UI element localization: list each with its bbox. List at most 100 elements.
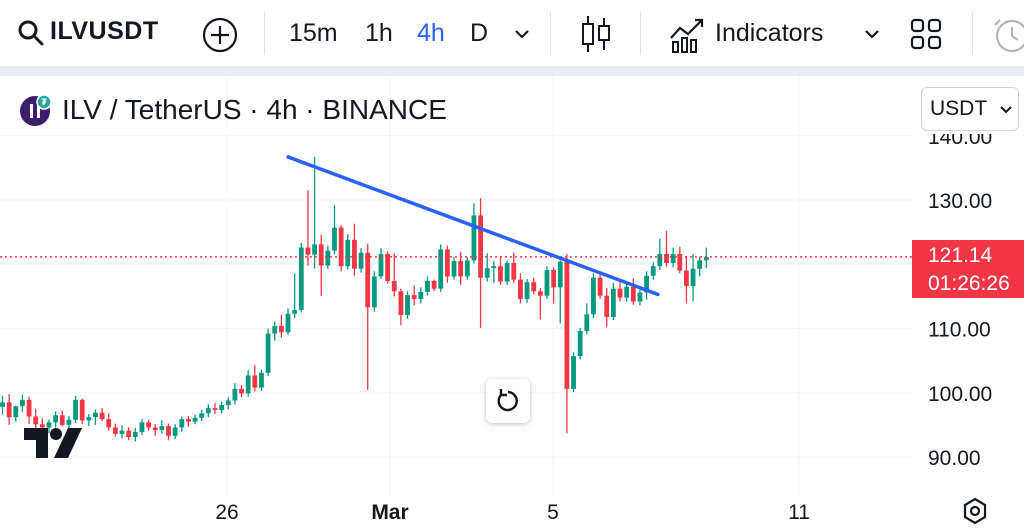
candle <box>378 248 384 280</box>
candle <box>431 279 437 292</box>
candle-body <box>285 313 291 333</box>
time-axis[interactable]: 26 Mar 5 11 <box>0 493 1024 524</box>
candle-body <box>192 417 198 422</box>
layout-button[interactable] <box>908 16 944 52</box>
candle-body <box>703 256 709 261</box>
candle <box>697 256 703 277</box>
candle <box>86 413 92 427</box>
candle <box>405 291 410 319</box>
candle <box>498 255 503 285</box>
chart-type-button[interactable] <box>578 12 614 56</box>
plus-circle-icon <box>202 17 238 53</box>
candle-body <box>670 253 676 263</box>
candle-body <box>66 419 72 425</box>
candle-body <box>298 247 304 310</box>
last-price-label: 121.14 01:26:26 <box>912 240 1024 298</box>
candle-body <box>524 282 530 299</box>
candle <box>66 415 72 430</box>
candle <box>186 415 191 427</box>
candle-body <box>398 291 404 316</box>
candle-body <box>119 430 125 434</box>
candle <box>491 261 497 283</box>
candle <box>53 411 59 428</box>
candle <box>119 425 125 439</box>
candle <box>239 385 244 398</box>
trendline[interactable] <box>286 155 660 297</box>
candle <box>292 273 298 319</box>
interval-4h[interactable]: 4h <box>417 19 445 47</box>
indicators-button[interactable]: Indicators <box>666 12 836 56</box>
candle-body <box>431 280 437 289</box>
candle-body <box>644 275 649 293</box>
candle <box>6 394 12 425</box>
last-price-value: 121.14 <box>928 244 993 267</box>
candle-body <box>557 261 563 288</box>
top-toolbar: ILVUSDT 15m 1h 4h D Indicators <box>0 0 1024 66</box>
interval-15m[interactable]: 15m <box>289 19 338 47</box>
candle <box>537 288 543 320</box>
reset-chart-button[interactable] <box>486 379 530 423</box>
indicators-icon <box>670 18 704 53</box>
candle-body <box>59 415 65 425</box>
candle-body <box>684 270 689 287</box>
alarm-clock-icon[interactable] <box>990 14 1024 54</box>
candle <box>278 315 284 338</box>
tradingview-logo[interactable] <box>24 428 84 458</box>
candle <box>259 369 264 391</box>
candle <box>557 257 563 324</box>
candle <box>20 394 25 413</box>
candle-body <box>0 402 5 407</box>
candle-body <box>690 268 696 287</box>
candle <box>212 403 218 414</box>
candle-body <box>86 417 92 421</box>
candle-body <box>106 419 112 428</box>
interval-1h[interactable]: 1h <box>365 19 393 47</box>
candle <box>504 260 510 285</box>
candle-body <box>345 239 351 267</box>
candle <box>93 409 98 425</box>
candle-body <box>205 408 211 414</box>
candle-body <box>444 249 450 277</box>
trendline-drawing[interactable] <box>286 155 660 297</box>
candle <box>33 408 39 429</box>
candle-body <box>252 375 258 388</box>
candle <box>650 262 656 280</box>
candle-body <box>425 280 430 292</box>
chart-grid <box>0 76 912 496</box>
candle <box>524 279 530 303</box>
candle <box>670 247 676 268</box>
candle-body <box>13 406 19 418</box>
candle-body <box>152 427 158 431</box>
candle-body <box>471 215 477 261</box>
candle-body <box>464 260 470 277</box>
symbol-search[interactable]: ILVUSDT <box>14 14 164 52</box>
candle <box>657 238 663 271</box>
candle <box>219 401 225 414</box>
chevron-down-icon[interactable] <box>862 24 882 44</box>
tradingview-logo-icon <box>24 428 82 458</box>
candle <box>451 257 457 280</box>
candle-body <box>159 426 165 431</box>
candle <box>59 410 65 427</box>
candle-body <box>6 402 12 418</box>
candle-body <box>571 356 576 389</box>
candle-body <box>484 268 490 278</box>
chart-settings-icon[interactable] <box>960 496 990 526</box>
candle-body <box>418 291 424 299</box>
candle <box>385 251 391 284</box>
candle <box>371 271 377 312</box>
toolbar-separator <box>0 66 1024 76</box>
candle <box>664 230 669 267</box>
currency-label: USDT <box>930 97 988 120</box>
compare-button[interactable] <box>200 15 240 55</box>
candle-body <box>664 253 669 263</box>
chevron-down-icon[interactable] <box>512 24 532 44</box>
candle-body <box>358 252 364 269</box>
candle-body <box>186 419 191 422</box>
grid-layout-icon <box>910 18 942 50</box>
currency-button[interactable]: USDT <box>921 87 1019 131</box>
candle-body <box>199 413 205 418</box>
interval-d[interactable]: D <box>470 19 489 47</box>
